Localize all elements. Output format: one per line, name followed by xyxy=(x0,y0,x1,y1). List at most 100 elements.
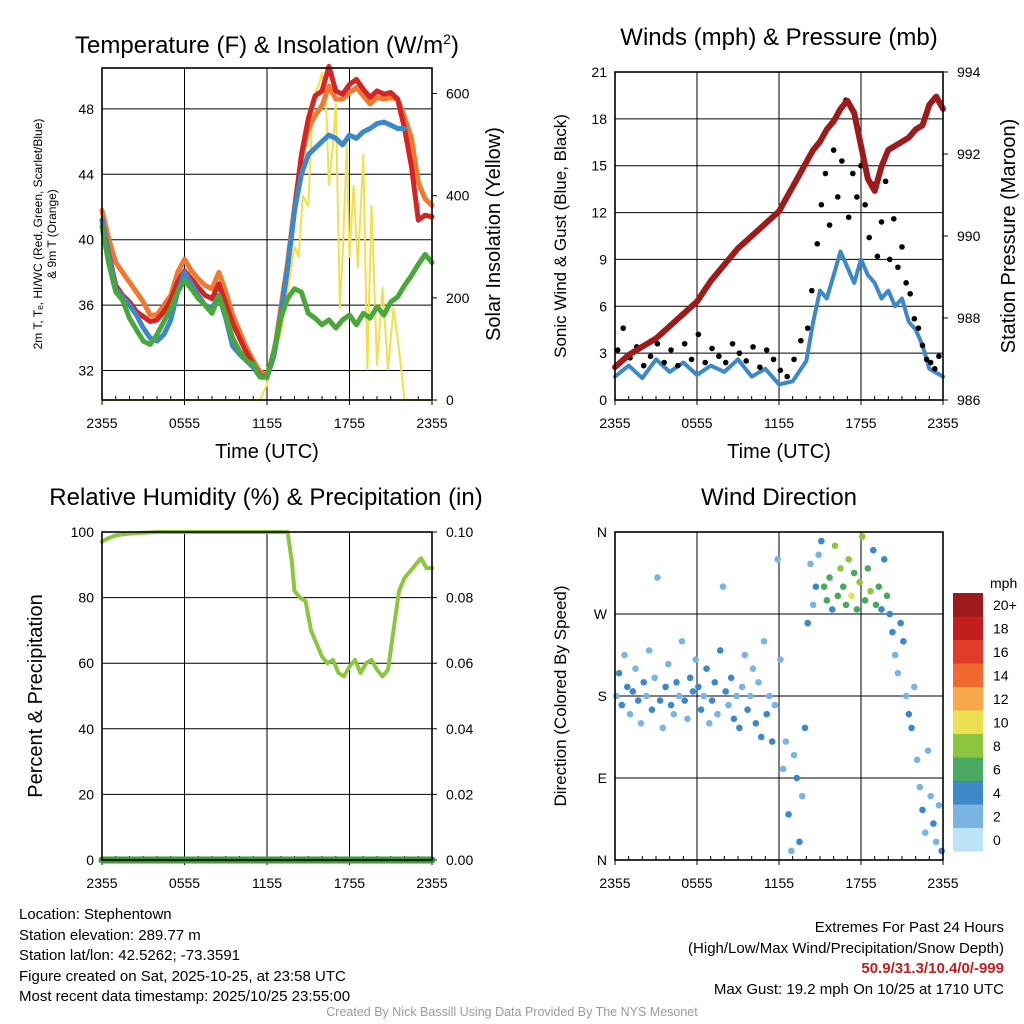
figure-created: Figure created on Sat, 2025-10-25, at 23… xyxy=(19,967,346,985)
wind-direction-point xyxy=(818,537,825,545)
wind-direction-point xyxy=(856,578,863,586)
wind-direction-point xyxy=(659,724,667,732)
wind-direction-point xyxy=(643,692,650,700)
y-axis-label-line1: 2m T, Tₑ, HI/WC (Red, Green, Scarlet/Blu… xyxy=(31,119,45,350)
plot-border xyxy=(614,71,944,401)
gust-point xyxy=(845,214,852,221)
sonic-wind-line xyxy=(613,249,945,387)
plot-border xyxy=(614,531,944,861)
recent-timestamp: Most recent data timestamp: 2025/10/25 2… xyxy=(19,988,351,1005)
wind-direction-point xyxy=(897,619,904,627)
wind-direction-point xyxy=(845,556,852,563)
wind-direction-point xyxy=(678,638,686,645)
gust-point xyxy=(743,358,749,364)
x-tick-label: 2355 xyxy=(416,415,447,431)
wind-direction-point xyxy=(883,592,891,600)
wind-direction-point xyxy=(790,751,798,759)
legend-label: 2 xyxy=(993,808,1001,824)
wind-chart: 2355 0555 1155 1755 2355 0 3 6 9 12 15 18 21 986 988 99… xyxy=(551,64,1020,463)
gust-point xyxy=(709,345,715,352)
gust-point xyxy=(850,170,856,177)
wind-direction-point xyxy=(902,692,910,700)
wind-direction-point xyxy=(875,583,883,590)
extremes-subtitle: (High/Low/Max Wind/Precipitation/Snow De… xyxy=(688,939,1004,957)
y-tick-label: S xyxy=(598,688,607,704)
max-gust: Max Gust: 19.2 mph On 10/25 at 1710 UTC xyxy=(713,980,1004,998)
x-tick-label: 0555 xyxy=(169,875,200,891)
gust-point xyxy=(784,373,790,380)
wind-direction-point xyxy=(733,692,740,700)
wind-direction-point xyxy=(708,697,716,704)
y-tick-label: 100 xyxy=(71,524,95,540)
x-tick-label: 1155 xyxy=(252,415,282,431)
wind-direction-point xyxy=(809,601,817,609)
wind-direction-point xyxy=(771,701,779,709)
wind-direction-point xyxy=(870,546,877,554)
y2-tick-label: 992 xyxy=(957,146,981,162)
gust-point xyxy=(750,344,756,350)
wind-direction-point xyxy=(801,724,809,732)
legend-label: 18 xyxy=(993,620,1009,636)
gust-point xyxy=(927,359,934,366)
y-tick-label: 32 xyxy=(78,363,94,379)
gust-point xyxy=(654,340,661,347)
x-tick-label: 2355 xyxy=(416,875,447,891)
y-tick-label: 60 xyxy=(78,655,94,671)
x-tick-label: 1755 xyxy=(845,415,876,431)
gust-point xyxy=(915,325,922,331)
wind-direction-point xyxy=(714,710,721,718)
wind-direction-point xyxy=(675,692,683,700)
wind-direction-point xyxy=(706,720,713,727)
legend-label: 14 xyxy=(993,667,1009,683)
legend-label: 12 xyxy=(993,691,1009,707)
wind-direction-point xyxy=(826,574,833,581)
wind-direction-point xyxy=(919,806,926,814)
wind-direction-point xyxy=(747,692,754,700)
gust-point xyxy=(866,234,872,241)
y2-tick-label: 0.06 xyxy=(446,655,473,671)
wind-chart-title: Winds (mph) & Pressure (mb) xyxy=(620,24,937,51)
wind-direction-point xyxy=(842,601,850,609)
gust-point xyxy=(695,331,702,338)
wind-direction-point xyxy=(689,688,697,695)
wind-direction-point xyxy=(823,597,831,604)
y2-tick-label: 400 xyxy=(446,188,470,204)
gust-point xyxy=(907,290,913,297)
gust-point xyxy=(722,359,729,366)
y-tick-label: 6 xyxy=(599,298,607,314)
x-tick-label: 2355 xyxy=(599,415,630,431)
y2-tick-label: 0 xyxy=(446,392,454,408)
legend-swatch xyxy=(953,616,983,640)
wind-direction-point xyxy=(916,783,924,791)
gust-point xyxy=(814,241,821,247)
wind-direction-point xyxy=(722,688,729,695)
gust-point xyxy=(886,256,893,263)
wind-direction-point xyxy=(686,674,694,682)
gust-point xyxy=(903,280,909,286)
x-axis-label: Time (UTC) xyxy=(215,441,319,463)
x-tick-label: 2355 xyxy=(927,415,958,431)
gust-point xyxy=(818,201,825,208)
wind-direction-point xyxy=(927,792,934,800)
gust-point xyxy=(763,347,770,353)
wind-direction-point xyxy=(774,556,781,563)
y-tick-label: 3 xyxy=(599,345,607,361)
gust-point xyxy=(936,353,942,360)
wind-direction-point xyxy=(812,583,820,590)
wind-direction-point xyxy=(624,683,631,691)
gust-point xyxy=(770,356,777,363)
legend-label: 16 xyxy=(993,644,1009,660)
wind-direction-point xyxy=(645,647,653,654)
y-tick-label: 0 xyxy=(599,392,607,408)
wind-direction-point xyxy=(697,706,705,713)
wind-direction-point xyxy=(889,628,896,636)
x-tick-label: 0555 xyxy=(681,875,712,891)
temp-chart: 2355 0555 1155 1755 2355 32 36 40 44 48 0 200 400 600… xyxy=(31,63,505,463)
gust-point xyxy=(791,356,797,363)
wind-direction-point xyxy=(695,683,702,691)
wind-direction-point xyxy=(673,679,680,686)
wind-direction-point xyxy=(837,565,844,572)
y-tick-label: 80 xyxy=(78,590,94,606)
wind-direction-point xyxy=(924,747,932,754)
